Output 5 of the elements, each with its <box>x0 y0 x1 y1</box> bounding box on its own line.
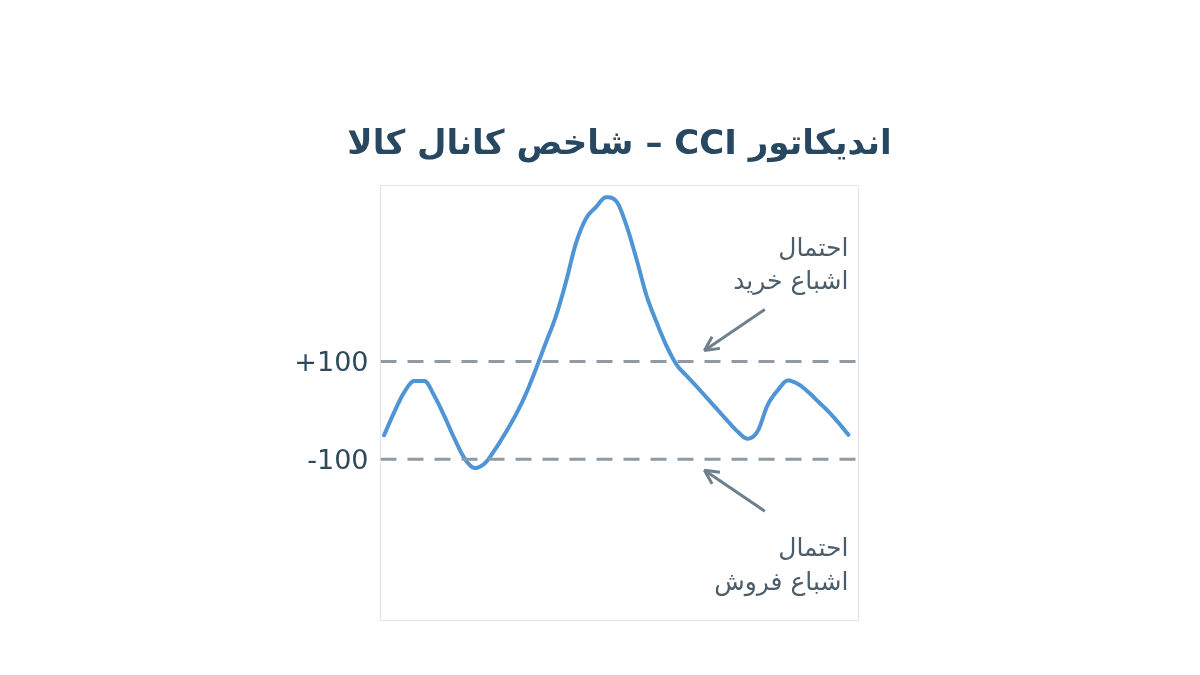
annotation: احتمال اشباع خرید <box>733 233 849 296</box>
chart-title: اندیکاتور CCI – شاخص کانال کالا <box>347 121 892 163</box>
y-tick-label: +100 <box>294 346 369 378</box>
y-tick-label: -100 <box>307 444 369 476</box>
annotation: احتمال اشباع فروش <box>714 533 849 597</box>
